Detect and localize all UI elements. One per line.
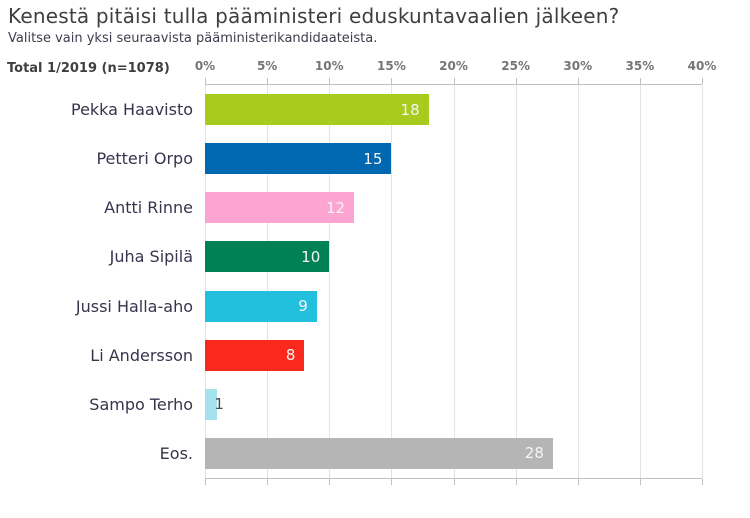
axis-tick-mark xyxy=(515,479,517,485)
chart-title: Kenestä pitäisi tulla pääministeri edusk… xyxy=(8,4,620,28)
x-axis-tick-label: 30% xyxy=(563,59,593,73)
bar: 8 xyxy=(205,339,305,371)
gridline xyxy=(267,85,269,478)
bar-rows: Pekka Haavisto 18 Petteri Orpo 15 Antti Rinn… xyxy=(0,85,702,478)
axis-tick-mark xyxy=(267,78,269,84)
x-axis-tick-label: 40% xyxy=(687,59,717,73)
x-axis-tick-label: 25% xyxy=(501,59,530,73)
value-label: 1 xyxy=(214,395,224,414)
x-axis-tick-label: 15% xyxy=(377,59,406,73)
gridline xyxy=(391,85,393,478)
bar-row: Jussi Halla-aho 9 xyxy=(0,282,702,331)
bar xyxy=(205,388,218,420)
x-axis-tick-label: 0% xyxy=(194,59,216,73)
axis-tick-mark xyxy=(577,479,579,485)
axis-tick-mark xyxy=(702,78,703,84)
x-axis-tick-label: 10% xyxy=(314,59,344,73)
axis-tick-mark xyxy=(329,479,331,485)
bar-track: 18 xyxy=(205,94,702,126)
bar-row: Petteri Orpo 15 xyxy=(0,134,702,183)
gridline xyxy=(205,85,206,478)
bar-row: Eos. 28 xyxy=(0,429,702,478)
bar-track: 12 xyxy=(205,192,702,224)
gridline xyxy=(577,85,579,478)
bar: 10 xyxy=(205,241,330,273)
bar-track: 15 xyxy=(205,143,702,175)
sample-size-label: Total 1/2019 (n=1078) xyxy=(7,61,170,76)
axis-tick-mark xyxy=(329,78,331,84)
axis-tick-mark xyxy=(391,78,393,84)
x-axis-tick-label: 35% xyxy=(625,59,655,73)
plot-area xyxy=(205,78,703,485)
value-label: 12 xyxy=(326,198,346,217)
value-label: 15 xyxy=(363,149,383,168)
category-label: Eos. xyxy=(159,443,193,463)
category-label: Petteri Orpo xyxy=(96,149,193,169)
bar-track: 28 xyxy=(205,437,702,469)
category-label: Sampo Terho xyxy=(89,394,193,414)
bar-row: Sampo Terho 1 xyxy=(0,380,702,429)
category-label: Antti Rinne xyxy=(104,198,193,218)
bar-row: Juha Sipilä 10 xyxy=(0,232,702,281)
value-label: 9 xyxy=(298,297,308,316)
bar-track: 10 xyxy=(205,241,702,273)
category-label: Li Andersson xyxy=(90,345,193,365)
value-label: 28 xyxy=(524,444,544,463)
axis-tick-mark xyxy=(453,479,455,485)
category-label: Pekka Haavisto xyxy=(70,100,193,120)
bar: 12 xyxy=(205,192,355,224)
bar-row: Antti Rinne 12 xyxy=(0,183,702,232)
bar: 18 xyxy=(205,94,429,126)
gridline xyxy=(453,85,455,478)
axis-tick-mark xyxy=(391,479,393,485)
bar-row: Li Andersson 8 xyxy=(0,331,702,380)
axis-tick-mark xyxy=(515,78,517,84)
gridline xyxy=(702,85,703,478)
category-label: Jussi Halla-aho xyxy=(75,296,193,316)
gridline xyxy=(515,85,517,478)
axis-tick-mark xyxy=(639,479,641,485)
axis-tick-mark xyxy=(453,78,455,84)
bar-track: 1 xyxy=(205,388,702,420)
value-label: 18 xyxy=(400,100,420,119)
axis-tick-mark xyxy=(267,479,269,485)
axis-tick-mark xyxy=(702,479,703,485)
value-label: 8 xyxy=(285,346,296,365)
category-label: Juha Sipilä xyxy=(109,247,193,267)
bar-track: 9 xyxy=(205,290,702,322)
axis-tick-mark xyxy=(639,78,641,84)
x-axis-tick-labels: 0% 5% 10% 15% 20% 25% 30% 35% 40% xyxy=(195,59,717,77)
axis-tick-mark xyxy=(205,479,206,485)
bar: 28 xyxy=(205,437,553,469)
gridline xyxy=(639,85,641,478)
x-axis-tick-label: 5% xyxy=(256,59,278,73)
value-label: 10 xyxy=(301,247,321,266)
x-axis-tick-label: 20% xyxy=(439,59,468,73)
bar-row: Pekka Haavisto 18 xyxy=(0,85,702,134)
bar-track: 8 xyxy=(205,339,702,371)
axis-tick-mark xyxy=(577,78,579,84)
axis-tick-mark xyxy=(205,78,206,84)
gridline xyxy=(329,85,331,478)
chart-subtitle: Valitse vain yksi seuraavista pääministe… xyxy=(8,31,378,46)
bar: 9 xyxy=(205,290,317,322)
bar: 15 xyxy=(205,143,392,175)
